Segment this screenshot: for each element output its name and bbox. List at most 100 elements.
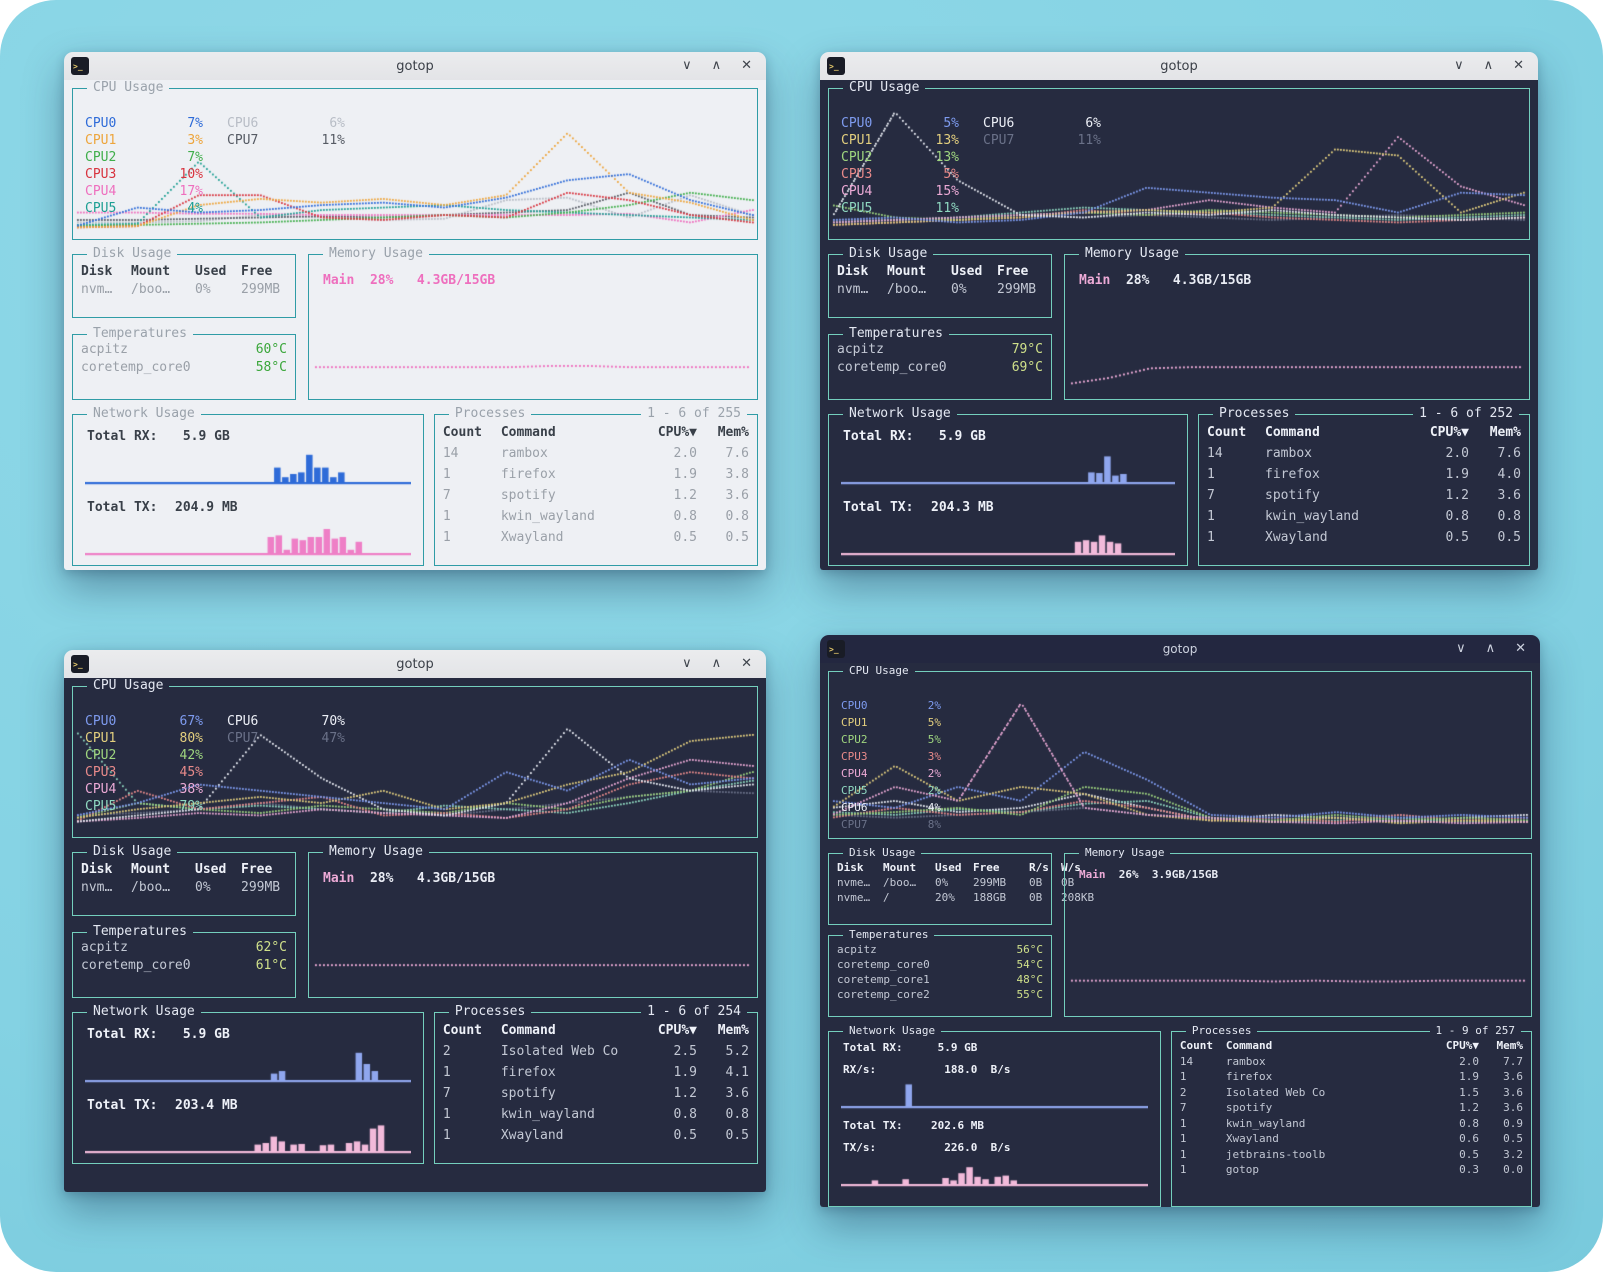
memory-value: 4.3GB/15GB (393, 273, 496, 288)
cpu-value: 10% (179, 167, 203, 182)
close-icon[interactable]: ✕ (741, 656, 752, 671)
total-rx-line: Total RX: 5.9 GB (829, 415, 1187, 444)
titlebar[interactable]: >_ gotop ∨ ∧ ✕ (64, 650, 766, 679)
terminal-icon-glyph: >_ (73, 61, 83, 71)
table-row: nvm… /boo… 0% 299MB (81, 281, 287, 299)
cpu-legend-item: CPU0 7% (85, 115, 203, 132)
cpu-legend-item: CPU1 5% (841, 715, 941, 732)
cell: CPU%▼ (1429, 425, 1469, 440)
cell: 20% (935, 891, 955, 904)
cell: Count (1179, 1039, 1213, 1052)
cpu-label: CPU5 (85, 201, 117, 216)
cell: Mem% (1496, 1039, 1524, 1052)
maximize-icon[interactable]: ∧ (711, 58, 722, 73)
temperature-list: acpitz 60°C coretemp_core0 58°C (73, 335, 295, 377)
cell: Mount (131, 862, 171, 877)
maximize-icon[interactable]: ∧ (1483, 58, 1494, 73)
sensor-value: 54°C (1016, 958, 1044, 971)
cpu-legend-item: CPU4 38% (85, 781, 203, 798)
cell: 0.9 (1503, 1116, 1523, 1130)
cpu-legend-item: CPU1 13% (841, 132, 959, 149)
cpu-value: 11% (935, 201, 959, 216)
temperatures-panel: Temperatures acpitz 62°C coretemp_core0 61°… (72, 924, 296, 998)
cpu-label: CPU6 (227, 714, 259, 729)
rx-chart (841, 1078, 1148, 1110)
tx-label: Total TX: (843, 500, 914, 515)
cell: firefox (500, 1065, 556, 1080)
table-row: 1 Xwayland 0.5 0.5 (1207, 527, 1521, 548)
minimize-icon[interactable]: ∨ (1454, 58, 1464, 73)
cell: 1.9 (673, 467, 697, 482)
panel-title: Processes (1185, 1024, 1258, 1037)
cpu-value: 5% (943, 116, 959, 131)
temperature-row: acpitz 56°C (837, 942, 1043, 957)
sensor-name: acpitz (81, 342, 128, 357)
process-table: Count Command CPU%▼ Mem% 2 Isolated Web Co 2.5… (435, 1013, 757, 1146)
cpu-label: CPU0 (841, 699, 868, 712)
temperatures-panel: Temperatures acpitz 56°C coretemp_core0 54°… (828, 928, 1052, 1017)
panel-title: Processes (1213, 406, 1296, 421)
cpu-label: CPU4 (841, 767, 868, 780)
cell: 0.8 (1497, 509, 1521, 524)
cell: 1 (1207, 509, 1215, 524)
memory-label: Main (1079, 868, 1106, 881)
cell: 1 (442, 1065, 451, 1080)
cpu-label: CPU1 (85, 133, 117, 148)
cell: 14 (1207, 446, 1223, 461)
network-usage-panel: Network Usage Total RX: 5.9 GB RX/s: 188… (828, 1024, 1161, 1207)
close-icon[interactable]: ✕ (1513, 58, 1524, 73)
titlebar[interactable]: >_ gotop ∨ ∧ ✕ (820, 635, 1540, 664)
table-row: 2 Isolated Web Co 2.5 5.2 (443, 1041, 749, 1062)
temperatures-panel: Temperatures acpitz 60°C coretemp_core0 58°… (72, 326, 296, 400)
cpu-chart-canvas (75, 91, 755, 237)
cell: 1.2 (1445, 488, 1469, 503)
cell: R/s (1029, 861, 1049, 874)
middle-row: Disk Usage Disk Mount Used Free R/s W/s nvme… /… (828, 846, 1532, 1017)
minimize-icon[interactable]: ∨ (682, 656, 692, 671)
tx-chart (841, 1156, 1148, 1188)
cpu-label: CPU0 (85, 116, 117, 131)
temperature-row: acpitz 79°C (837, 341, 1043, 359)
cell: nvme… (837, 891, 871, 904)
cpu-label: CPU0 (841, 116, 873, 131)
titlebar-buttons: ∨ ∧ ✕ (1456, 635, 1540, 663)
cpu-label: CPU0 (85, 714, 117, 729)
left-column: Disk Usage Disk Mount Used Free R/s W/s nvme… /… (828, 846, 1094, 1017)
processes-panel: Processes 1 - 6 of 255 Count Command CPU%▼… (433, 406, 758, 566)
close-icon[interactable]: ✕ (741, 58, 752, 73)
cell: Mount (883, 861, 917, 874)
cell: Mount (887, 264, 927, 279)
cell: 0.8 (673, 509, 697, 524)
cell: 14 (442, 446, 459, 461)
cell: 4.1 (725, 1065, 749, 1080)
cpu-value: 47% (321, 731, 345, 746)
tx-value: 203.4 MB (175, 1098, 238, 1113)
disk-usage-panel: Disk Usage Disk Mount Used Free nvm… /boo… 0% 2… (72, 246, 296, 318)
cell: 1 (442, 1107, 451, 1122)
cell: Xwayland (1265, 530, 1328, 545)
sensor-name: coretemp_core2 (837, 988, 930, 1001)
temperatures-panel: Temperatures acpitz 79°C coretemp_core0 69°… (828, 326, 1052, 400)
cpu-usage-panel: CPU Usage CPU0 67% CPU1 80% CPU2 42% CPU3 45% CP… (72, 678, 758, 838)
total-rx-line: Total RX: 5.9 GB (73, 1013, 423, 1042)
rx-chart (85, 1044, 411, 1084)
close-icon[interactable]: ✕ (1515, 641, 1526, 656)
left-column: Disk Usage Disk Mount Used Free nvm… /boo… 0% 2… (72, 246, 296, 400)
terminal-content: CPU Usage CPU0 7% CPU1 3% CPU2 7% CPU3 10% CPU4 1… (64, 80, 766, 570)
tx-chart-canvas (85, 1115, 411, 1155)
table-header-row: Count Command CPU%▼ Mem% (1207, 423, 1521, 443)
maximize-icon[interactable]: ∧ (711, 656, 722, 671)
sensor-name: acpitz (837, 342, 884, 357)
titlebar[interactable]: >_ gotop ∨ ∧ ✕ (820, 52, 1538, 81)
titlebar[interactable]: >_ gotop ∨ ∧ ✕ (64, 52, 766, 81)
cell: 0.8 (1445, 509, 1469, 524)
cell: 7 (442, 488, 451, 503)
memory-readout: Main 28% 4.3GB/15GB (309, 255, 757, 288)
cell: 1.2 (1459, 1101, 1479, 1114)
minimize-icon[interactable]: ∨ (1456, 641, 1466, 656)
panel-title: Network Usage (843, 1024, 942, 1037)
maximize-icon[interactable]: ∧ (1485, 641, 1496, 656)
temperature-list: acpitz 62°C coretemp_core0 61°C (73, 933, 295, 975)
minimize-icon[interactable]: ∨ (682, 58, 692, 73)
cell: Count (442, 425, 482, 440)
